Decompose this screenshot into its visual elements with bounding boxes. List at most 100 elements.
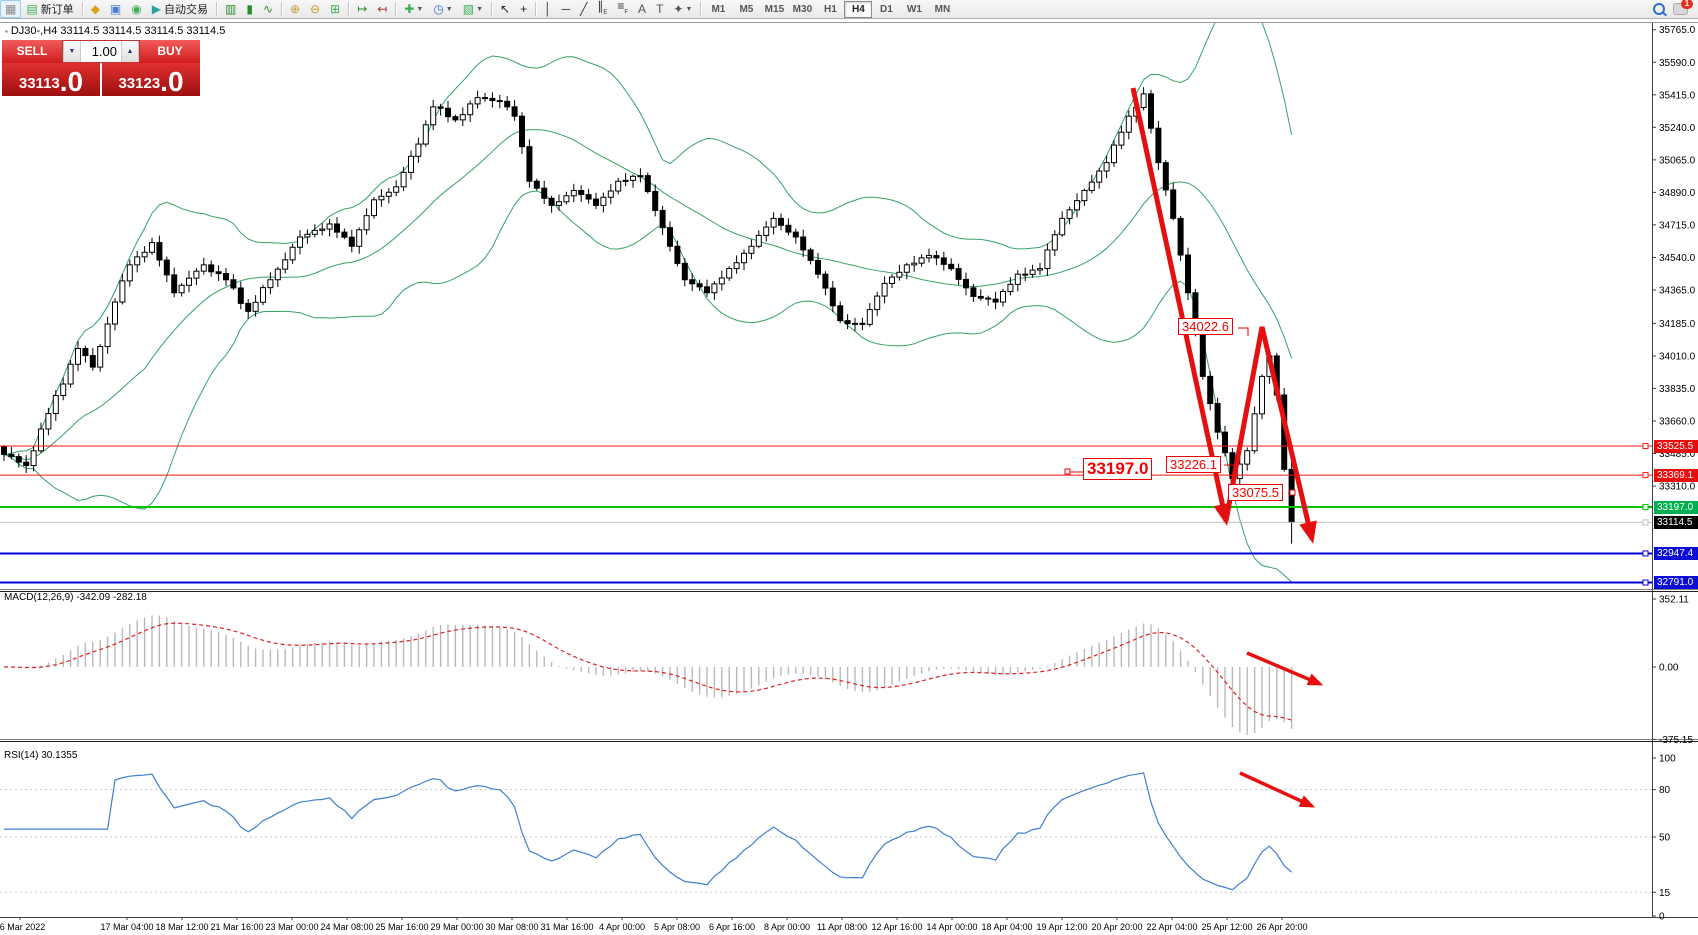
price-annotation-33226.1[interactable]: 33226.1 [1166, 456, 1221, 473]
trend-arrow-down-1[interactable] [1130, 87, 1232, 526]
timeframe-button-m30[interactable]: M30 [792, 3, 813, 15]
hline-handle[interactable] [1642, 550, 1649, 557]
auto-trading-button[interactable]: ▶ 自动交易 [147, 0, 213, 18]
hline-handle[interactable] [1642, 443, 1649, 449]
candle-body [541, 187, 548, 199]
line-chart-icon: ∿ [262, 2, 273, 16]
hline-handle[interactable] [1642, 472, 1649, 479]
period-icon-dropdown[interactable]: ▼ [445, 5, 453, 13]
candle-body [829, 287, 836, 307]
candlestick-icon[interactable]: ▮ [241, 0, 258, 18]
candle-body [785, 224, 792, 233]
metaeditor-icon[interactable]: ▣ [105, 0, 126, 18]
price-annotation-33197.0[interactable]: 33197.0 [1083, 458, 1153, 480]
auto-scroll-icon[interactable]: ↦ [352, 0, 372, 18]
bar-chart-icon: ▥ [224, 2, 237, 16]
timeframe-button-m5[interactable]: M5 [739, 3, 754, 15]
annotation-handle[interactable] [1289, 489, 1296, 496]
new-chart-icon-dropdown[interactable]: ▼ [416, 5, 424, 13]
trendline-icon[interactable]: ╱ [575, 0, 592, 18]
price-tick: 33485.0 [1659, 449, 1696, 460]
shapes-icon-dropdown[interactable]: ▼ [685, 5, 693, 13]
crosshair-icon[interactable]: + [515, 0, 532, 18]
algo-icon[interactable]: ◉ [126, 0, 146, 18]
buy-price[interactable]: 33123.0 [102, 63, 200, 96]
volume-increase-button[interactable]: ▲ [121, 41, 139, 62]
text-label-icon[interactable]: T [651, 0, 668, 18]
timeframe-button-mn[interactable]: MN [934, 3, 951, 15]
price-annotation-34022.6[interactable]: 34022.6 [1178, 318, 1233, 335]
timeframe-button-m15[interactable]: M15 [764, 3, 785, 15]
notification-icon[interactable]: 1 [1673, 0, 1693, 15]
candle-body [985, 297, 992, 300]
volume-input[interactable]: 1.00 [91, 44, 117, 59]
candle-body [585, 194, 592, 200]
toolbar-separator [700, 2, 702, 16]
candle-body [578, 190, 585, 196]
candle-body [230, 279, 237, 289]
rsi-label: RSI(14) 30.1355 [4, 750, 78, 761]
tile-windows-icon[interactable]: ⊞ [325, 0, 345, 18]
fibonacci-icon[interactable]: ≡F [612, 0, 633, 18]
date-tick: 14 Apr 00:00 [926, 922, 977, 932]
timeframe-button-h1[interactable]: H1 [824, 3, 837, 15]
date-tick: 20 Apr 20:00 [1091, 922, 1142, 932]
candle-body [1222, 431, 1228, 454]
candle-body [459, 114, 466, 121]
candle-body [815, 259, 821, 275]
trend-arrow-down-2[interactable] [1223, 326, 1317, 544]
chart-canvas[interactable]: 35765.0 35590.0 35415.0 35240.0 35065.0 34890… [0, 18, 1698, 935]
template-icon[interactable]: ▧ ▼ [458, 0, 488, 18]
horizontal-line-icon[interactable]: ─ [557, 0, 576, 18]
text-icon[interactable]: A [633, 0, 651, 18]
new-order-button-label: 新订单 [40, 4, 74, 16]
candle-body [319, 228, 326, 231]
macd-arrow[interactable] [1246, 651, 1324, 686]
candle-body [822, 273, 829, 289]
hline-handle[interactable] [1642, 519, 1649, 526]
date-tick: 26 Apr 20:00 [1256, 922, 1307, 932]
timeframe-button-d1[interactable]: D1 [880, 3, 893, 15]
sell-price[interactable]: 33113.0 [2, 63, 100, 96]
candle-body [237, 287, 244, 304]
zoom-out-icon[interactable]: ⊖ [305, 0, 325, 18]
candle-body [15, 456, 22, 463]
timeframe-button-w1[interactable]: W1 [906, 3, 922, 15]
chart-shift-icon[interactable]: ↤ [372, 0, 392, 18]
hline-handle[interactable] [1642, 579, 1649, 586]
candle-body [334, 223, 340, 233]
cursor-icon[interactable]: ↖ [495, 0, 515, 18]
rsi-tick: 100 [1659, 754, 1676, 765]
timeframe-button-m1[interactable]: M1 [711, 3, 726, 15]
annotation-handle[interactable] [1064, 468, 1071, 475]
line-chart-icon[interactable]: ∿ [258, 0, 278, 18]
channel-icon[interactable]: ∥E [592, 0, 612, 18]
search-icon[interactable] [1653, 3, 1665, 15]
new-chart-icon[interactable]: ✚ ▼ [399, 0, 428, 18]
candle-body [149, 242, 155, 253]
hline-handle[interactable] [1642, 504, 1649, 511]
candle-body [1185, 254, 1191, 294]
vertical-line-icon[interactable]: │ [539, 0, 557, 18]
price-annotation-33075.5[interactable]: 33075.5 [1228, 484, 1283, 501]
candle-body [496, 100, 503, 103]
rsi-arrow[interactable] [1239, 771, 1316, 808]
candle-body [911, 262, 918, 266]
timeframe-button-h4[interactable]: H4 [844, 0, 873, 18]
candle-body [852, 322, 858, 325]
candle-body [563, 195, 570, 203]
shapes-icon[interactable]: ✦ ▼ [668, 0, 697, 18]
eraser-icon[interactable]: ◆ [86, 0, 105, 18]
date-tick: 8 Apr 00:00 [764, 922, 810, 932]
chart-window-icon[interactable]: ▦ [0, 0, 22, 18]
zoom-in-icon[interactable]: ⊕ [285, 0, 305, 18]
candle-body [1088, 181, 1095, 192]
volume-decrease-button[interactable]: ▼ [63, 41, 81, 62]
new-order-button[interactable]: ▤ 新订单 [21, 0, 78, 18]
candle-body [1140, 93, 1147, 108]
buy-button[interactable]: BUY [140, 40, 200, 63]
bar-chart-icon[interactable]: ▥ [220, 0, 241, 18]
template-icon-dropdown[interactable]: ▼ [476, 5, 484, 13]
period-icon[interactable]: ◷ ▼ [428, 0, 457, 18]
sell-button[interactable]: SELL [2, 40, 62, 63]
